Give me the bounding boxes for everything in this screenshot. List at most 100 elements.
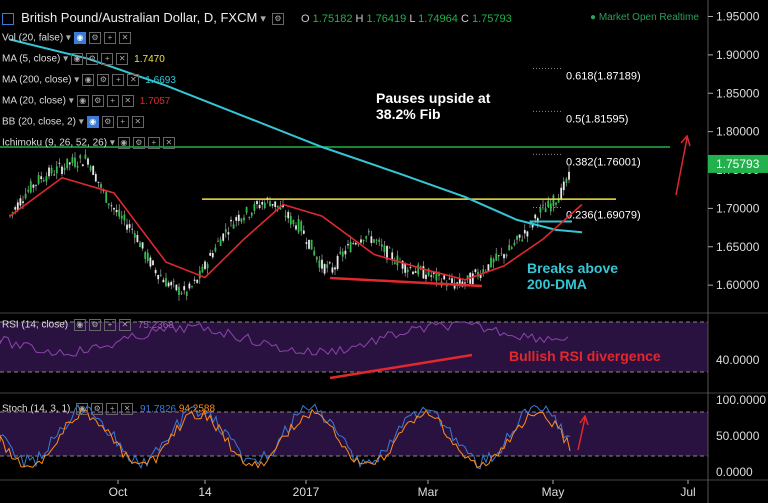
chevron-down-icon[interactable]: ▾ xyxy=(260,13,266,25)
close-icon[interactable]: ✕ xyxy=(162,137,175,149)
chevron-down-icon[interactable]: ▾ xyxy=(60,53,69,65)
candle-body xyxy=(133,233,136,238)
candle-body xyxy=(139,242,141,248)
candle-body xyxy=(487,264,490,271)
indicator-legend-item[interactable]: MA (20, close) ▾ ◉ ⚙ + ✕ 1.7057 xyxy=(2,95,170,107)
add-icon[interactable]: + xyxy=(147,137,160,149)
candle-body xyxy=(170,281,173,286)
candle-body xyxy=(185,291,188,296)
candle-body xyxy=(503,254,505,259)
chevron-down-icon[interactable]: ▾ xyxy=(107,137,115,149)
candle-body xyxy=(539,207,542,213)
chevron-down-icon[interactable]: ▾ xyxy=(75,116,84,128)
candle-body xyxy=(466,275,469,279)
candle-body xyxy=(123,214,126,221)
indicator-legend-item[interactable]: Vol (20, false) ▾ ◉ ⚙ + ✕ xyxy=(2,32,131,44)
candle-body xyxy=(289,215,292,225)
add-icon[interactable]: + xyxy=(106,95,119,107)
candle-body xyxy=(50,167,53,174)
settings-icon[interactable]: ⚙ xyxy=(91,95,104,107)
indicator-value: 1.7470 xyxy=(134,53,165,65)
candle-body xyxy=(321,259,323,269)
close-icon[interactable]: ✕ xyxy=(116,53,129,65)
candle-body xyxy=(266,197,269,200)
candle-body xyxy=(508,245,511,251)
market-open-label: Market Open xyxy=(598,12,657,23)
settings-icon[interactable]: ⚙ xyxy=(86,53,99,65)
candle-body xyxy=(240,218,243,222)
candle-body xyxy=(432,272,435,274)
visibility-icon[interactable]: ◉ xyxy=(86,116,99,128)
candle-body xyxy=(536,218,539,223)
indicator-legend-item[interactable]: MA (5, close) ▾ ◉ ⚙ + ✕ 1.7470 xyxy=(2,53,165,65)
indicator-legend-item[interactable]: BB (20, close, 2) ▾ ◉ ⚙ + ✕ xyxy=(2,116,144,128)
visibility-icon[interactable]: ◉ xyxy=(76,95,89,107)
visibility-icon[interactable]: ◉ xyxy=(117,137,130,149)
indicator-label: Vol (20, false) xyxy=(2,32,64,44)
time-tick-label: May xyxy=(542,485,565,499)
rsi-legend[interactable]: RSI (14, close) ◉ ⚙ + ✕ 75.2368 xyxy=(2,319,174,331)
rsi-line xyxy=(0,320,569,357)
candle-body xyxy=(458,278,461,286)
close-icon[interactable]: ✕ xyxy=(127,74,140,86)
candle-body xyxy=(250,212,253,216)
candle-body xyxy=(549,203,552,212)
candle-body xyxy=(183,286,186,291)
chevron-down-icon[interactable]: ▾ xyxy=(63,32,71,44)
candle-body xyxy=(443,275,446,280)
close-icon[interactable]: ✕ xyxy=(121,95,134,107)
last-price-label: 1.75793 xyxy=(716,157,760,171)
candle-body xyxy=(510,247,513,249)
settings-icon[interactable]: ⚙ xyxy=(101,116,114,128)
candle-body xyxy=(422,266,425,279)
indicator-label: MA (20, close) xyxy=(2,95,66,107)
candle-body xyxy=(261,201,264,205)
candle-body xyxy=(534,214,537,219)
add-icon[interactable]: + xyxy=(112,74,125,86)
add-icon[interactable]: + xyxy=(116,116,129,128)
candle-body xyxy=(97,181,100,183)
visibility-icon[interactable]: ◉ xyxy=(71,53,84,65)
stoch-band xyxy=(0,412,708,456)
visibility-icon[interactable]: ◉ xyxy=(73,32,86,44)
add-icon[interactable]: + xyxy=(101,53,114,65)
candle-body xyxy=(362,239,365,242)
candle-body xyxy=(341,251,344,257)
symbol-title[interactable]: British Pound/Australian Dollar, D, FXCM xyxy=(21,10,258,25)
candle-body xyxy=(323,264,326,274)
candle-body xyxy=(258,205,261,208)
candle-body xyxy=(230,219,232,222)
chevron-down-icon[interactable]: ▾ xyxy=(65,95,74,107)
chart-type-icon[interactable] xyxy=(2,13,14,26)
indicator-legend-item[interactable]: MA (200, close) ▾ ◉ ⚙ + ✕ 1.6693 xyxy=(2,74,176,86)
candle-body xyxy=(253,204,256,211)
close-icon[interactable]: ✕ xyxy=(131,116,144,128)
settings-icon[interactable]: ⚙ xyxy=(271,13,284,26)
visibility-icon[interactable]: ◉ xyxy=(82,74,95,86)
close-icon[interactable]: ✕ xyxy=(118,32,131,44)
rsi-tick-label: 40.0000 xyxy=(716,353,760,367)
settings-icon[interactable]: ⚙ xyxy=(132,137,145,149)
stoch-legend[interactable]: Stoch (14, 3, 1) ◉ ⚙ + ✕ 91.7826 94.2588 xyxy=(2,403,216,415)
chevron-down-icon[interactable]: ▾ xyxy=(71,74,80,86)
candle-body xyxy=(349,241,352,253)
candle-body xyxy=(53,174,56,176)
candle-body xyxy=(495,253,498,261)
indicator-legend-item[interactable]: Ichimoku (9, 26, 52, 26) ▾ ◉ ⚙ + ✕ xyxy=(2,137,175,149)
candle-body xyxy=(292,220,295,224)
add-icon[interactable]: + xyxy=(103,32,116,44)
candle-body xyxy=(198,270,201,279)
indicator-value: 1.7057 xyxy=(139,95,171,107)
up-arrow-icon xyxy=(675,134,691,196)
candle-body xyxy=(401,260,404,269)
candle-body xyxy=(430,275,433,277)
candle-body xyxy=(178,286,180,295)
candle-body xyxy=(154,269,157,274)
candle-body xyxy=(74,157,76,167)
candle-body xyxy=(386,245,388,260)
settings-icon[interactable]: ⚙ xyxy=(88,32,101,44)
settings-icon[interactable]: ⚙ xyxy=(97,74,110,86)
candle-body xyxy=(37,174,40,184)
candle-body xyxy=(370,236,373,244)
